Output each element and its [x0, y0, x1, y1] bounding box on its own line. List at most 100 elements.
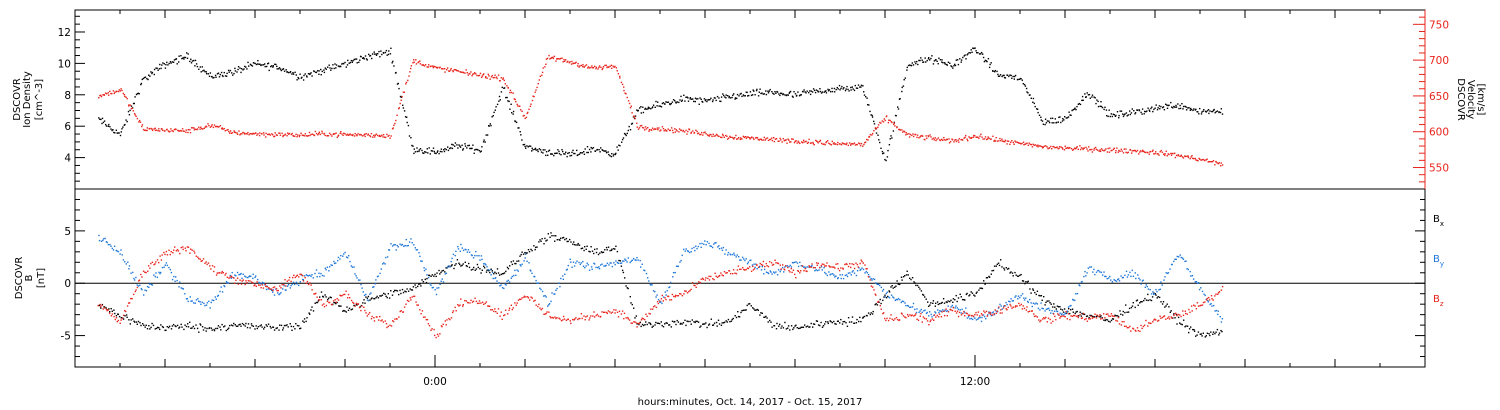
bz-series-point [752, 269, 755, 271]
bz-series-point [595, 314, 597, 317]
ion-density-series-point [348, 62, 350, 64]
bz-series-point [394, 318, 396, 320]
velocity-series-point [410, 65, 413, 67]
velocity-series-point [978, 137, 980, 139]
velocity-series-point [522, 115, 524, 117]
by-series-point [910, 306, 912, 308]
bz-series-point [1060, 315, 1062, 318]
velocity-series-point [114, 91, 116, 93]
bz-series-point [975, 311, 977, 314]
bx-series-point [754, 309, 756, 311]
by-series-point [235, 275, 237, 277]
bz-series-point [180, 246, 182, 249]
ion-density-series-point [605, 150, 607, 152]
velocity-series-point [604, 64, 606, 67]
by-series-point [553, 293, 555, 295]
by-series-point [517, 270, 519, 272]
by-series-point [1217, 313, 1219, 316]
ion-density-series-point [428, 147, 430, 149]
by-series-point [98, 234, 100, 237]
velocity-series-point [716, 134, 718, 136]
bx-series-point [215, 327, 217, 330]
velocity-series-point [1191, 155, 1193, 157]
velocity-series-point [955, 139, 957, 141]
by-series-point [110, 245, 112, 247]
velocity-series-point [598, 66, 600, 69]
ion-density-series-point [990, 62, 992, 64]
bz-series-point [387, 325, 389, 328]
bx-series-point [546, 239, 548, 241]
by-series-point [977, 318, 979, 320]
velocity-series-point [202, 128, 204, 130]
bx-series-point [900, 276, 903, 278]
ion-density-series-point [509, 108, 511, 110]
by-series-point [382, 263, 384, 265]
velocity-series-point [751, 136, 753, 138]
bz-series-point [559, 318, 561, 320]
velocity-series-point [268, 133, 271, 135]
bx-series-point [1048, 300, 1050, 302]
bx-series-point [503, 272, 506, 274]
ion-density-series-point [325, 68, 327, 70]
ion-density-series-point [1093, 96, 1095, 98]
bx-series-point [1080, 315, 1082, 317]
left-tick-label: 4 [64, 153, 71, 165]
velocity-series-point [1098, 150, 1100, 152]
bz-series-point [702, 277, 704, 280]
by-series-point [604, 265, 606, 267]
ion-density-series-point [938, 57, 940, 59]
by-series-point [1104, 275, 1106, 278]
ion-density-series-point [817, 91, 820, 93]
ion-density-series-point [852, 88, 854, 90]
by-series-point [141, 288, 143, 291]
ion-density-series-point [539, 149, 542, 151]
by-series-point [430, 284, 432, 286]
by-series-point [423, 269, 426, 272]
velocity-series-point [617, 73, 620, 75]
bz-series-point [577, 318, 579, 321]
velocity-series-point [557, 58, 559, 60]
bz-series-point [800, 270, 802, 272]
bx-series-point [655, 321, 657, 324]
by-series-point [492, 277, 494, 280]
ion-density-series-point [830, 91, 832, 93]
bz-series-point [424, 316, 426, 318]
ion-density-series-point [194, 65, 196, 67]
velocity-series-point [347, 134, 349, 136]
bz-series-point [392, 320, 395, 323]
ion-density-series-point [1192, 109, 1194, 112]
bz-series-point [160, 259, 163, 261]
bx-series-point [726, 321, 728, 323]
bz-series-point [628, 319, 631, 321]
velocity-series-point [990, 138, 992, 140]
ion-density-series-point [217, 72, 220, 74]
ion-density-series-point [843, 87, 845, 89]
ion-density-series-point [190, 58, 192, 60]
bx-series-point [584, 246, 586, 248]
ion-density-series-point [1097, 105, 1100, 108]
bx-series-point [664, 323, 666, 325]
ion-density-series-point [316, 70, 319, 72]
bx-series-point [440, 271, 442, 274]
bx-series-point [219, 326, 221, 328]
bx-series-point [314, 302, 316, 304]
left-axis-title-line: [cm^-3] [34, 79, 45, 120]
velocity-series-point [784, 139, 786, 141]
ion-density-series-point [959, 58, 961, 60]
by-series-point [637, 259, 639, 261]
velocity-series-point [774, 138, 777, 140]
velocity-series-point [263, 134, 265, 136]
velocity-series-point [926, 137, 928, 139]
bx-series-point [438, 269, 440, 272]
bz-series-point [272, 286, 274, 289]
ion-density-series-point [781, 92, 783, 95]
bz-series-point [549, 315, 551, 318]
ion-density-series-point [166, 61, 168, 64]
bx-series-point [227, 328, 229, 331]
bx-series-point [808, 326, 810, 328]
ion-density-series-point [1158, 105, 1161, 107]
ion-density-series-point [960, 61, 962, 63]
bz-series-point [417, 304, 419, 306]
by-series-point [1120, 275, 1122, 277]
by-series-point [722, 246, 725, 249]
